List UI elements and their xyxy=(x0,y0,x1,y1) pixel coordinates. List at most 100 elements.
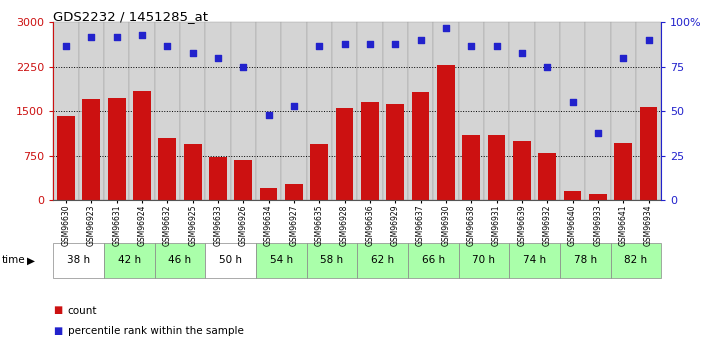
FancyBboxPatch shape xyxy=(636,22,661,200)
Text: 70 h: 70 h xyxy=(472,256,496,265)
Bar xyxy=(108,98,126,200)
Text: ▶: ▶ xyxy=(27,256,35,265)
Point xyxy=(567,100,578,105)
Point xyxy=(85,34,97,39)
Text: time: time xyxy=(2,256,26,265)
Bar xyxy=(209,157,227,200)
Text: 50 h: 50 h xyxy=(219,256,242,265)
Bar xyxy=(640,107,658,200)
FancyBboxPatch shape xyxy=(104,22,129,200)
FancyBboxPatch shape xyxy=(484,22,509,200)
Point xyxy=(339,41,351,47)
Bar xyxy=(589,194,606,200)
FancyBboxPatch shape xyxy=(509,22,535,200)
FancyBboxPatch shape xyxy=(433,22,459,200)
FancyBboxPatch shape xyxy=(282,22,306,200)
FancyBboxPatch shape xyxy=(535,22,560,200)
Text: 82 h: 82 h xyxy=(624,256,648,265)
FancyBboxPatch shape xyxy=(306,22,332,200)
Text: 62 h: 62 h xyxy=(371,256,394,265)
Point xyxy=(466,43,477,48)
FancyBboxPatch shape xyxy=(611,243,661,278)
Bar xyxy=(159,138,176,200)
Point xyxy=(213,55,224,61)
FancyBboxPatch shape xyxy=(611,22,636,200)
Text: 54 h: 54 h xyxy=(269,256,293,265)
Bar xyxy=(488,135,506,200)
FancyBboxPatch shape xyxy=(459,22,484,200)
Point xyxy=(161,43,173,48)
Point xyxy=(618,55,629,61)
Bar xyxy=(82,99,100,200)
FancyBboxPatch shape xyxy=(53,22,79,200)
Bar xyxy=(564,191,582,200)
FancyBboxPatch shape xyxy=(205,22,230,200)
Bar xyxy=(538,153,556,200)
FancyBboxPatch shape xyxy=(383,22,408,200)
Point xyxy=(491,43,502,48)
Point xyxy=(237,64,249,70)
Point xyxy=(440,25,451,30)
Point xyxy=(542,64,553,70)
Bar xyxy=(133,90,151,200)
Text: ■: ■ xyxy=(53,326,63,336)
FancyBboxPatch shape xyxy=(306,243,357,278)
Point xyxy=(288,103,299,109)
Bar xyxy=(361,102,379,200)
FancyBboxPatch shape xyxy=(560,243,611,278)
FancyBboxPatch shape xyxy=(256,243,306,278)
FancyBboxPatch shape xyxy=(205,243,256,278)
Point xyxy=(263,112,274,118)
Text: percentile rank within the sample: percentile rank within the sample xyxy=(68,326,243,336)
FancyBboxPatch shape xyxy=(585,22,611,200)
FancyBboxPatch shape xyxy=(332,22,357,200)
FancyBboxPatch shape xyxy=(79,22,104,200)
Point xyxy=(314,43,325,48)
FancyBboxPatch shape xyxy=(459,243,509,278)
Text: 74 h: 74 h xyxy=(523,256,546,265)
Text: 78 h: 78 h xyxy=(574,256,597,265)
Text: 58 h: 58 h xyxy=(321,256,343,265)
Bar xyxy=(412,92,429,200)
Point xyxy=(390,41,401,47)
FancyBboxPatch shape xyxy=(357,243,408,278)
Text: GDS2232 / 1451285_at: GDS2232 / 1451285_at xyxy=(53,10,208,23)
FancyBboxPatch shape xyxy=(53,243,104,278)
Bar xyxy=(462,135,480,200)
Point xyxy=(592,130,604,135)
Point xyxy=(60,43,72,48)
Point xyxy=(415,37,427,43)
Point xyxy=(187,50,198,56)
Bar xyxy=(311,144,328,200)
Bar xyxy=(336,108,353,200)
Bar xyxy=(614,142,632,200)
Text: ■: ■ xyxy=(53,306,63,315)
FancyBboxPatch shape xyxy=(230,22,256,200)
Point xyxy=(137,32,148,38)
FancyBboxPatch shape xyxy=(509,243,560,278)
Bar xyxy=(386,104,404,200)
FancyBboxPatch shape xyxy=(256,22,282,200)
FancyBboxPatch shape xyxy=(154,22,180,200)
FancyBboxPatch shape xyxy=(408,243,459,278)
Bar xyxy=(183,144,201,200)
FancyBboxPatch shape xyxy=(560,22,585,200)
Bar xyxy=(57,116,75,200)
Bar xyxy=(235,160,252,200)
Bar xyxy=(513,141,531,200)
Text: count: count xyxy=(68,306,97,315)
FancyBboxPatch shape xyxy=(129,22,154,200)
Bar xyxy=(260,188,277,200)
Point xyxy=(111,34,122,39)
FancyBboxPatch shape xyxy=(180,22,205,200)
FancyBboxPatch shape xyxy=(357,22,383,200)
Text: 46 h: 46 h xyxy=(169,256,191,265)
Text: 66 h: 66 h xyxy=(422,256,445,265)
Point xyxy=(516,50,528,56)
FancyBboxPatch shape xyxy=(154,243,205,278)
FancyBboxPatch shape xyxy=(104,243,154,278)
Bar xyxy=(437,65,455,200)
Point xyxy=(643,37,654,43)
Text: 38 h: 38 h xyxy=(67,256,90,265)
FancyBboxPatch shape xyxy=(408,22,433,200)
